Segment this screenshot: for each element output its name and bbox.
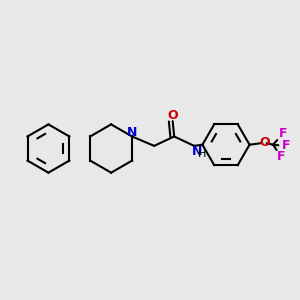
Text: O: O [259, 136, 270, 148]
Text: O: O [167, 109, 178, 122]
Text: H: H [198, 148, 207, 158]
Text: F: F [277, 150, 286, 163]
Text: F: F [279, 127, 288, 140]
Text: N: N [192, 145, 202, 158]
Text: F: F [281, 139, 290, 152]
Text: N: N [127, 126, 137, 139]
